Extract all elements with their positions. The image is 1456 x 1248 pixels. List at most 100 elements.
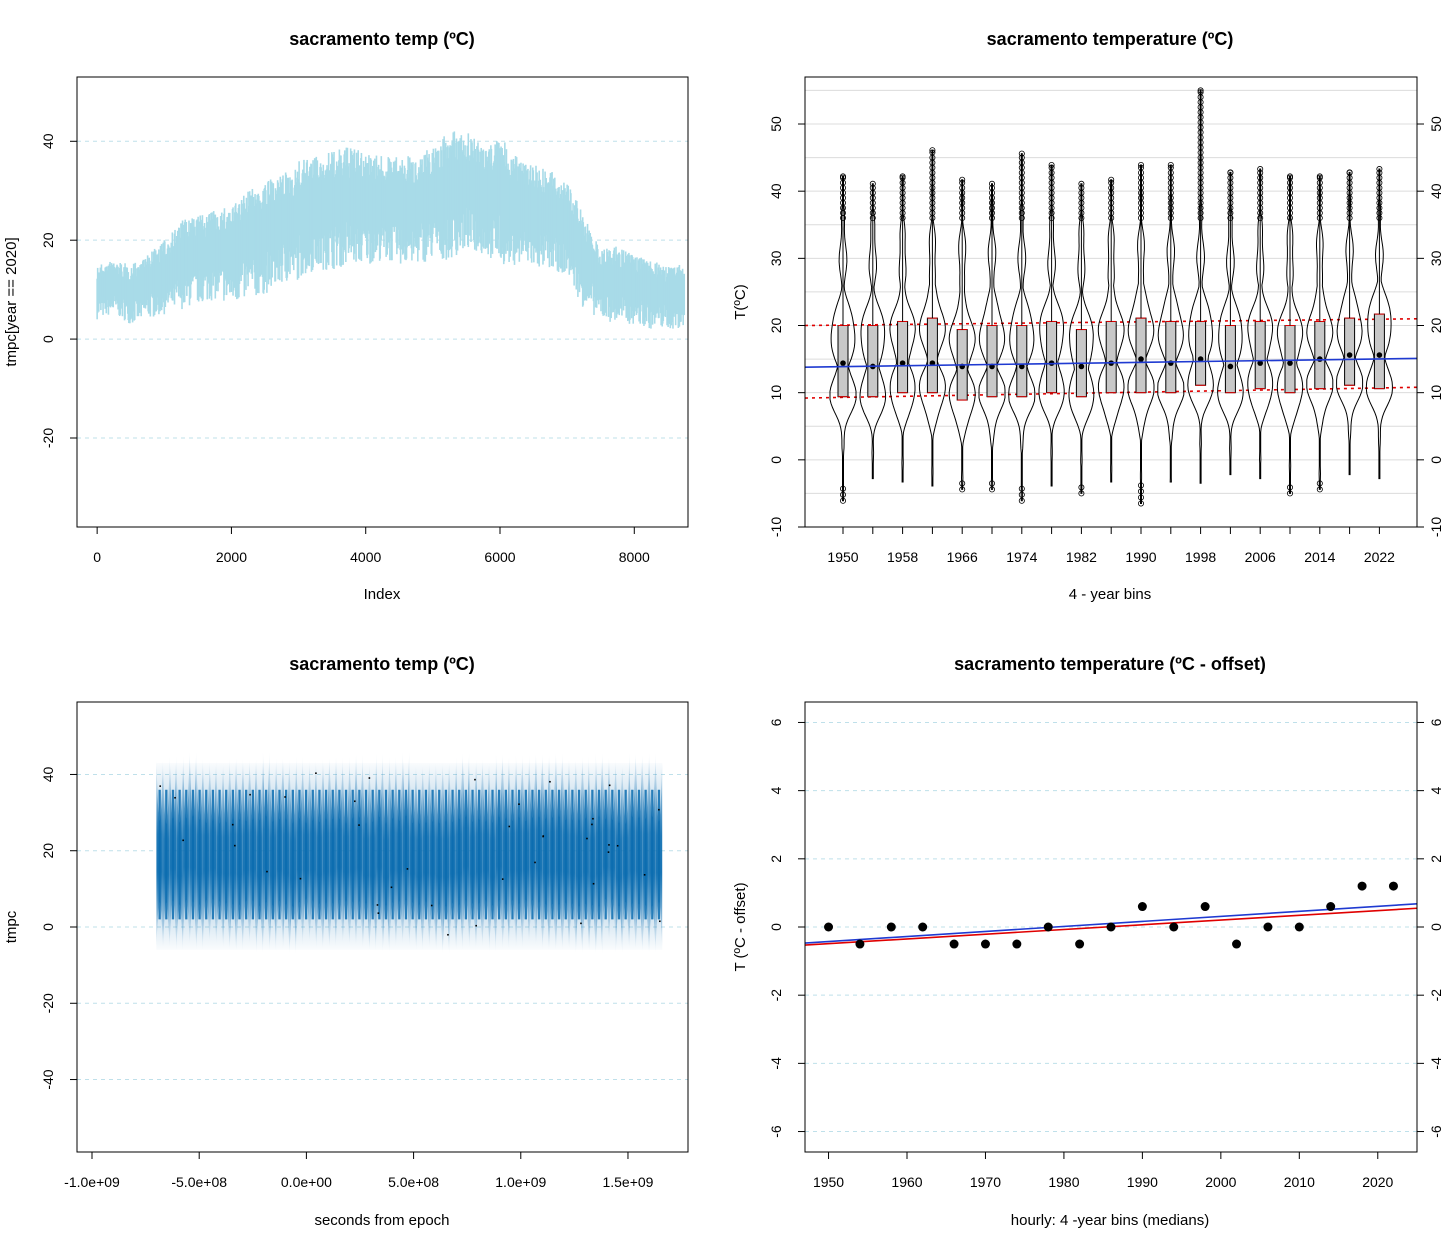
p3-outlier-dot (231, 823, 234, 826)
p4-median-point (886, 922, 896, 932)
p2-box (1195, 320, 1207, 386)
panel2-title: sacramento temperature (ºC) (987, 29, 1234, 49)
p3-outlier-dot (592, 817, 594, 820)
p3-outlier-dot (474, 778, 476, 781)
p2-ytick-label: 50 (768, 116, 784, 132)
p4-ytick-label-right: 6 (1428, 718, 1444, 726)
p2-median-point (1138, 356, 1144, 362)
p2-outlier-max (1108, 176, 1115, 183)
p3-outlier-dot (354, 800, 356, 803)
p2-xtick-label: 2014 (1304, 549, 1335, 565)
p2-ytick-label: 20 (768, 318, 784, 334)
p3-outlier-dot (608, 784, 611, 787)
p2-box (1016, 325, 1028, 398)
p3-outlier-dot (586, 837, 588, 840)
p4-plot-frame (804, 701, 1418, 1153)
p3-xtick-label: 5.0e+08 (388, 1174, 439, 1190)
p4-median-point (1232, 939, 1242, 949)
p2-outlier (989, 184, 996, 191)
p2-violin (1306, 175, 1334, 490)
p3-outlier-dot (447, 933, 449, 936)
p2-xtick-label: 1958 (887, 549, 918, 565)
panel3-ylabel: tmpc (3, 910, 20, 943)
p2-ytick-label: 40 (768, 183, 784, 199)
panel2-violins: -10 -10 0 0 10 10 20 20 30 30 40 40 50 50 1950 1958 1966… (768, 76, 1444, 565)
p1-xtick-label: 8000 (619, 549, 650, 565)
p2-box (1284, 325, 1296, 394)
p3-outlier-dot (658, 808, 660, 811)
p3-outlier-dot (580, 922, 582, 925)
p2-outlier-max (899, 173, 906, 180)
panel3-xlabel: seconds from epoch (314, 1212, 449, 1229)
p2-box (1373, 313, 1385, 390)
p4-ytick-label: -4 (768, 1057, 784, 1070)
p4-median-point (1106, 922, 1116, 932)
p4-ytick-label: 0 (768, 923, 784, 931)
p3-outlier-dot (284, 796, 286, 798)
p2-outlier (1376, 169, 1383, 176)
p4-median-point (1294, 922, 1304, 932)
p2-outlier-max (1138, 161, 1145, 168)
panel2-ylabel: T(ºC) (732, 284, 749, 319)
p2-median-point (1287, 360, 1293, 366)
p4-median-point (1043, 922, 1053, 932)
p2-median-point (1197, 356, 1204, 362)
p4-ytick-label: -2 (768, 989, 784, 1002)
p2-outlier-low (840, 485, 847, 492)
p3-outlier-dot (406, 868, 409, 870)
p1-plot-frame (76, 76, 689, 528)
p2-outlier-max (840, 173, 847, 180)
p2-outlier-max (1167, 161, 1174, 168)
p2-ytick-label: 0 (768, 456, 784, 464)
p2-outlier-low (1018, 485, 1025, 492)
p1-xtick-label: 2000 (216, 549, 247, 565)
p2-median-point (1376, 352, 1383, 358)
p3-ytick-label: 40 (40, 766, 56, 782)
p3-outlier-dot (390, 886, 393, 889)
p4-median-point (949, 939, 959, 949)
p2-outlier-low (1138, 494, 1145, 501)
p2-ytick-label-right: 40 (1428, 183, 1444, 199)
p2-outlier-low (959, 480, 966, 487)
p3-ytick-label: 0 (40, 923, 56, 931)
p2-box (926, 317, 938, 394)
p4-median-point (855, 939, 865, 949)
p4-ytick-label-right: -4 (1428, 1057, 1444, 1070)
p4-median-point (1169, 922, 1179, 932)
panel1-ylabel: tmpc[year == 2020] (3, 237, 20, 366)
p3-ytick-label: -40 (40, 1069, 56, 1089)
p3-outlier-dot (643, 874, 646, 876)
p2-outlier-max (1197, 87, 1204, 94)
p4-ytick-label-right: 4 (1428, 787, 1444, 795)
p2-xtick-label: 2006 (1245, 549, 1276, 565)
p2-xtick-label: 2022 (1364, 549, 1395, 565)
p2-outlier-max (869, 180, 876, 187)
p4-median-point (1357, 881, 1367, 891)
p3-xtick-label: 1.0e+09 (495, 1174, 546, 1190)
p2-ytick-label: 10 (768, 385, 784, 401)
p4-ytick-label: 6 (768, 718, 784, 726)
p2-ytick-label-right: 20 (1428, 318, 1444, 334)
p4-ytick-label-right: 2 (1428, 855, 1444, 863)
p1-ytick-label: 40 (40, 133, 56, 149)
p2-xtick-label: 1966 (947, 549, 978, 565)
p3-ytick-label: 20 (40, 843, 56, 859)
p3-outlier-dot (549, 780, 551, 783)
p4-xtick-label: 2020 (1362, 1174, 1393, 1190)
p2-outlier (1108, 179, 1115, 186)
p2-ytick-label: -10 (768, 517, 784, 537)
p3-outlier-dot (174, 796, 176, 799)
p4-median-point (1326, 902, 1336, 912)
p4-ytick-label: 4 (768, 787, 784, 795)
p2-ytick-label-right: -10 (1428, 517, 1444, 537)
p4-xtick-label: 2000 (1205, 1174, 1236, 1190)
p2-median-point (1078, 363, 1085, 370)
p2-box (1046, 320, 1058, 394)
p3-outlier-dot (315, 772, 317, 775)
p4-median-point (1200, 902, 1210, 912)
p3-outlier-dot (616, 844, 619, 847)
p2-outlier-low (1316, 486, 1323, 493)
p2-outlier-max (1018, 150, 1025, 157)
